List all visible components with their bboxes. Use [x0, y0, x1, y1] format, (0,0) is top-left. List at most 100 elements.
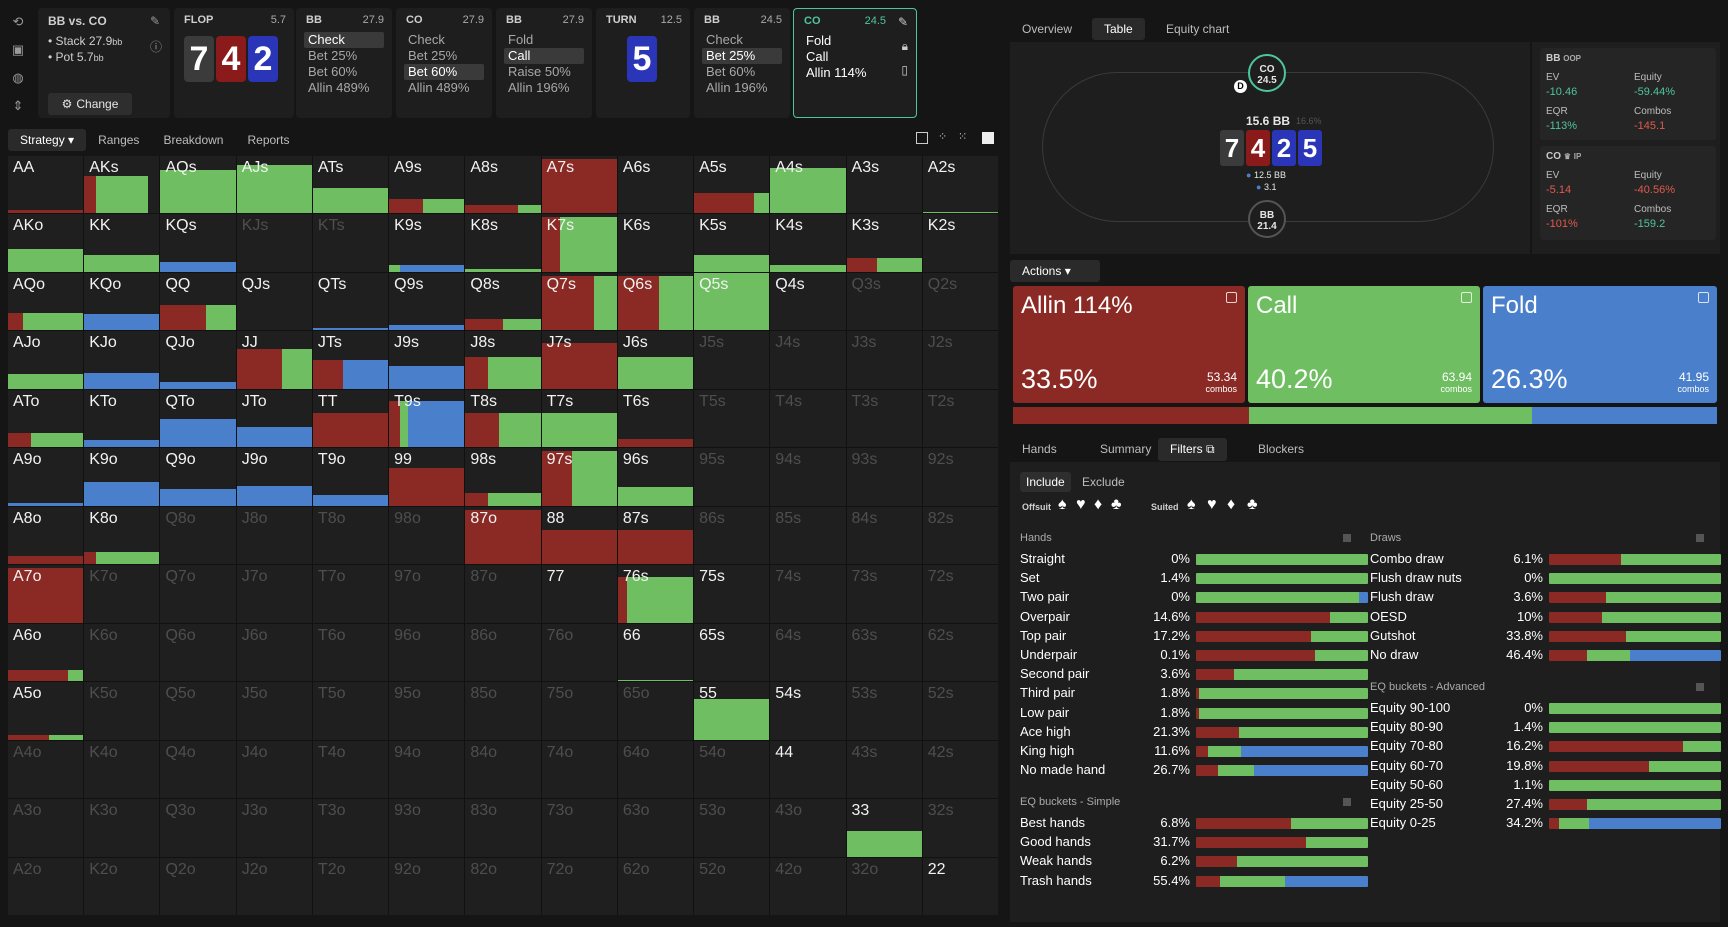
view-2x2-icon[interactable]: ⁘ [938, 131, 948, 143]
option-check[interactable]: Check [408, 32, 445, 47]
filter-row[interactable]: Combo draw 6.1% [1370, 551, 1721, 567]
hand-cell[interactable]: QJo [160, 331, 236, 389]
save-icon[interactable]: ▣ [11, 42, 25, 57]
hand-cell[interactable]: 32s [922, 799, 998, 857]
hand-cell[interactable]: 98s [465, 448, 541, 506]
hand-cell[interactable]: 63s [846, 623, 922, 682]
hand-cell[interactable]: Q2s [922, 272, 998, 331]
hand-cell[interactable]: J2s [922, 331, 998, 389]
hand-cell[interactable]: K7o [84, 565, 160, 623]
hand-cell[interactable]: A2s [922, 156, 998, 214]
hand-cell[interactable]: 33 [846, 799, 922, 857]
view-full-icon[interactable] [982, 132, 994, 144]
hand-cell[interactable]: Q7s [541, 272, 617, 331]
hand-cell[interactable]: T4s [770, 389, 846, 448]
action-allin[interactable]: Allin 114% 33.5% 53.34 combos [1013, 286, 1245, 403]
hand-cell[interactable]: Q3s [846, 272, 922, 331]
filter-row[interactable]: Straight 0% [1020, 551, 1368, 567]
hand-cell[interactable]: J9s [389, 331, 465, 389]
hand-cell[interactable]: Q6o [160, 623, 236, 682]
view-single-icon[interactable] [916, 132, 928, 144]
hand-cell[interactable]: J8o [236, 506, 312, 565]
hand-cell[interactable]: 93o [389, 799, 465, 857]
hand-cell[interactable]: J9o [236, 448, 312, 506]
hand-cell[interactable]: 87o [465, 565, 541, 623]
hand-cell[interactable]: JTs [312, 331, 389, 389]
hand-cell[interactable]: 52o [694, 857, 770, 915]
hand-cell[interactable]: Q9o [160, 448, 236, 506]
hand-cell[interactable]: 53s [846, 682, 922, 740]
section-toggle[interactable] [1343, 798, 1351, 806]
hand-cell[interactable]: 86o [465, 623, 541, 682]
spade-icon[interactable]: ♠ [1058, 496, 1067, 513]
filter-row[interactable]: Best hands 6.8% [1020, 815, 1368, 831]
hand-cell[interactable]: A9o [8, 448, 84, 506]
view-3x3-icon[interactable]: ⁙ [958, 131, 968, 143]
suited-hearts-icon[interactable]: ♥ [1207, 496, 1217, 513]
hand-cell[interactable]: KJo [84, 331, 160, 389]
book-icon[interactable]: ▯ [901, 63, 908, 77]
hand-cell[interactable]: JTo [236, 389, 312, 448]
hand-cell[interactable]: 42s [922, 740, 998, 799]
hand-cell[interactable]: K8o [84, 506, 160, 565]
hand-cell[interactable]: J3o [236, 799, 312, 857]
exclude-toggle[interactable]: Exclude [1082, 475, 1125, 489]
filter-row[interactable]: Equity 90-100 0% [1370, 700, 1721, 716]
hand-cell[interactable]: 73s [846, 565, 922, 623]
filter-row[interactable]: Equity 25-50 27.4% [1370, 796, 1721, 812]
option-allin[interactable]: Allin 114% [806, 65, 867, 80]
hand-cell[interactable]: A8s [465, 156, 541, 214]
hand-cell[interactable]: A4s [770, 156, 846, 214]
hand-cell[interactable]: Q4s [770, 272, 846, 331]
option-raise[interactable]: Raise 50% [508, 64, 571, 79]
hand-cell[interactable]: A6o [8, 623, 84, 682]
hand-cell[interactable]: K4s [770, 214, 846, 272]
hand-cell[interactable]: 43s [846, 740, 922, 799]
filter-row[interactable]: Third pair 1.8% [1020, 685, 1368, 701]
hand-cell[interactable]: A6s [617, 156, 694, 214]
hand-cell[interactable]: 87s [617, 506, 694, 565]
edit-icon[interactable]: ✎ [150, 14, 161, 28]
hand-cell[interactable]: 22 [922, 857, 998, 915]
hand-cell[interactable]: T7o [312, 565, 389, 623]
hand-cell[interactable]: 99 [389, 448, 465, 506]
heart-icon[interactable]: ♥ [1076, 496, 1086, 513]
tab-table[interactable]: Table [1092, 18, 1145, 40]
sort-icon[interactable]: ⇕ [12, 98, 24, 113]
hand-cell[interactable]: QQ [160, 272, 236, 331]
option-check[interactable]: Check [304, 32, 384, 48]
hand-cell[interactable]: A3s [846, 156, 922, 214]
option-bet-25[interactable]: Bet 25% [308, 48, 358, 63]
hand-cell[interactable]: 86s [694, 506, 770, 565]
hand-cell[interactable]: T8s [465, 389, 541, 448]
hand-cell[interactable]: Q3o [160, 799, 236, 857]
hand-cell[interactable]: 66 [617, 623, 694, 682]
hand-cell[interactable]: QTo [160, 389, 236, 448]
hand-cell[interactable]: J5o [236, 682, 312, 740]
hand-cell[interactable]: 82o [465, 857, 541, 915]
hand-cell[interactable]: 98o [389, 506, 465, 565]
action-call[interactable]: Call 40.2% 63.94 combos [1248, 286, 1480, 403]
hand-cell[interactable]: T6s [617, 389, 694, 448]
hand-cell[interactable]: 44 [770, 740, 846, 799]
info-icon[interactable]: ⓘ [150, 40, 163, 54]
suited-diamonds-icon[interactable]: ♦ [1227, 496, 1236, 513]
hand-cell[interactable]: J7o [236, 565, 312, 623]
tab-hands[interactable]: Hands [1022, 442, 1057, 456]
filter-row[interactable]: No draw 46.4% [1370, 647, 1721, 663]
filter-row[interactable]: Overpair 14.6% [1020, 609, 1368, 625]
option-call[interactable]: Call [806, 49, 829, 64]
lock-icon[interactable]: 🔒︎ [901, 39, 908, 53]
actions-dropdown[interactable]: Actions ▾ [1010, 260, 1100, 282]
club-icon[interactable]: ♣ [1111, 496, 1122, 513]
hand-cell[interactable]: T9s [389, 389, 465, 448]
hand-cell[interactable]: 76s [617, 565, 694, 623]
hand-cell[interactable]: J7s [541, 331, 617, 389]
hand-cell[interactable]: T5s [694, 389, 770, 448]
hand-cell[interactable]: 85o [465, 682, 541, 740]
hand-cell[interactable]: AQo [8, 272, 84, 331]
hand-cell[interactable]: J4s [770, 331, 846, 389]
option-bet-60[interactable]: Bet 60% [308, 64, 358, 79]
hand-cell[interactable]: 52s [922, 682, 998, 740]
diamond-icon[interactable]: ♦ [1094, 496, 1103, 513]
